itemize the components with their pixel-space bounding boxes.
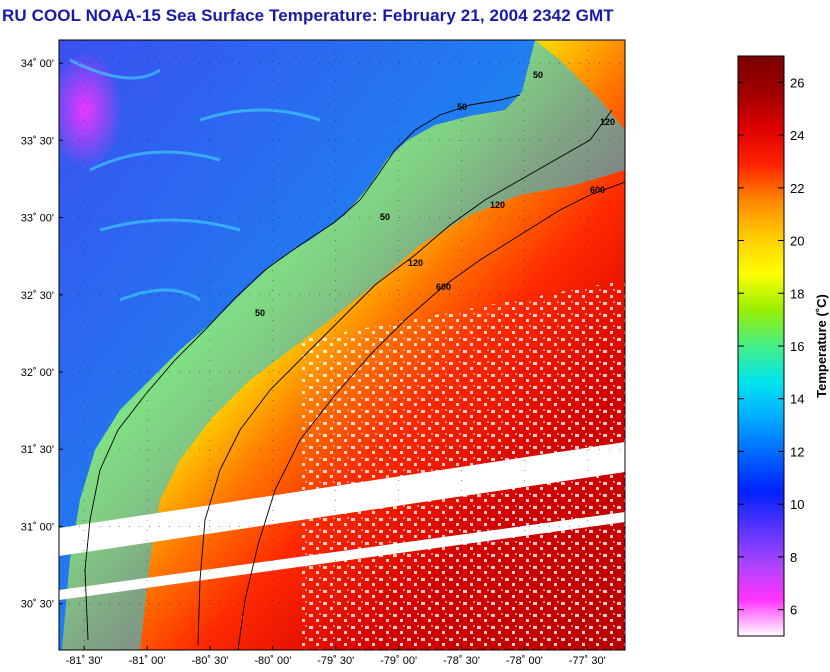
contour-label-50c: 50 [380, 212, 390, 222]
cold-land-patch [59, 50, 123, 170]
contour-50 [84, 94, 521, 641]
colorbar-ticks: 26 24 22 20 18 16 14 12 10 8 6 [738, 75, 804, 618]
colorbar-tick-label: 18 [790, 286, 804, 301]
colorbar-tick-label: 12 [790, 444, 804, 459]
lat-label: 31˚ 30' [21, 444, 54, 456]
longitude-labels: -81˚ 30' -81˚ 00' -80˚ 30' -80˚ 00' -79˚ 30'… [66, 646, 606, 667]
contour-120 [197, 109, 613, 646]
lat-label: 33˚ 30' [21, 135, 54, 147]
land-area [59, 40, 535, 650]
colorbar-tick-label: 14 [790, 392, 804, 407]
lat-label: 33˚ 00' [21, 213, 54, 225]
lat-label: 32˚ 00' [21, 367, 54, 379]
lon-label: -81˚ 00' [129, 655, 166, 667]
contour-label-600b: 600 [436, 282, 451, 292]
contour-label-120: 120 [600, 117, 615, 127]
lon-label: -79˚ 30' [317, 655, 354, 667]
colorbar-tick-label: 24 [790, 128, 804, 143]
contour-label-120b: 120 [490, 200, 505, 210]
contour-600 [237, 181, 625, 650]
colorbar-tick-label: 20 [790, 234, 804, 249]
contour-label-50d: 50 [255, 308, 265, 318]
colorbar-tick-label: 26 [790, 75, 804, 90]
colorbar-tick-label: 8 [790, 550, 797, 565]
contour-label-50b: 50 [457, 102, 467, 112]
lat-label: 34˚ 00' [21, 58, 54, 70]
contour-label-50: 50 [533, 70, 543, 80]
colorbar [737, 55, 785, 637]
cloud-speckle [300, 280, 625, 650]
colorbar-tick-label: 6 [790, 603, 797, 618]
page-title: RU COOL NOAA-15 Sea Surface Temperature:… [2, 6, 614, 25]
colorbar-tick-label: 10 [790, 497, 804, 512]
lon-label: -77˚ 30' [569, 655, 606, 667]
contour-label-600: 600 [590, 185, 605, 195]
colorbar-tick-label: 22 [790, 181, 804, 196]
map-area: 50 50 50 50 120 120 120 600 600 [59, 40, 625, 650]
lon-label: -78˚ 30' [443, 655, 480, 667]
lon-label: -80˚ 30' [191, 655, 228, 667]
lat-label: 31˚ 00' [21, 521, 54, 533]
lon-label: -78˚ 00' [506, 655, 543, 667]
lon-label: -81˚ 30' [66, 655, 103, 667]
lat-label: 32˚ 30' [21, 290, 54, 302]
latitude-labels: 34˚ 00' 33˚ 30' 33˚ 00' 32˚ 30' 32˚ 00' 31˚ 3… [21, 58, 63, 611]
shelf-band [62, 40, 625, 650]
lon-label: -80˚ 00' [254, 655, 291, 667]
lon-label: -79˚ 00' [380, 655, 417, 667]
river-lines [69, 58, 321, 302]
contour-label-120c: 120 [408, 258, 423, 268]
map-frame [58, 39, 626, 651]
cloud-swath-1 [59, 442, 625, 556]
colorbar-tick-label: 16 [790, 339, 804, 354]
colorbar-label: Temperature (˚C) [814, 294, 829, 398]
lat-label: 30˚ 30' [21, 599, 54, 611]
